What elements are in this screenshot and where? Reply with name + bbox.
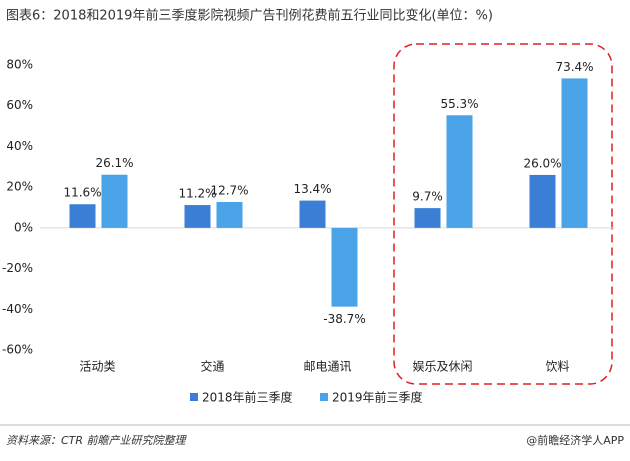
value-label: 11.6%	[63, 186, 101, 200]
value-label: 13.4%	[293, 182, 331, 196]
y-tick-label: 20%	[6, 180, 33, 194]
value-label: 9.7%	[412, 190, 443, 204]
y-tick-label: 80%	[6, 58, 33, 72]
legend-label: 2018年前三季度	[202, 390, 293, 405]
value-label: -38.7%	[323, 312, 365, 326]
x-tick-label: 饮料	[545, 360, 569, 374]
highlight-box	[393, 43, 613, 385]
y-tick-label: -20%	[2, 261, 33, 275]
x-tick-label: 活动类	[79, 360, 115, 374]
brand: @前瞻经济学人APP	[526, 433, 624, 447]
y-tick-label: 0%	[14, 220, 33, 234]
bar	[529, 174, 556, 228]
legend-swatch	[190, 393, 198, 401]
bar	[216, 202, 243, 228]
x-tick-label: 邮电通讯	[303, 360, 351, 374]
bar	[299, 200, 326, 228]
y-tick-label: -40%	[2, 302, 33, 316]
bar	[331, 227, 358, 307]
value-label: 11.2%	[178, 187, 216, 201]
bar	[414, 208, 441, 228]
value-label: 26.1%	[95, 156, 133, 170]
source: 资料来源：CTR 前瞻产业研究院整理	[6, 434, 188, 447]
x-tick-label: 娱乐及休闲	[412, 360, 472, 374]
value-label: 12.7%	[210, 184, 248, 198]
bar	[69, 204, 96, 228]
value-label: 26.0%	[523, 156, 561, 170]
bar	[184, 205, 211, 228]
value-label: 55.3%	[440, 97, 478, 111]
legend-label: 2019年前三季度	[332, 390, 423, 405]
y-tick-label: 60%	[6, 98, 33, 112]
y-tick-label: 40%	[6, 139, 33, 153]
chart-title: 图表6：2018和2019年前三季度影院视频广告刊例花费前五行业同比变化(单位：…	[6, 8, 493, 24]
legend-swatch	[320, 393, 328, 401]
y-tick-label: -60%	[2, 343, 33, 357]
bar	[101, 174, 128, 228]
x-tick-label: 交通	[200, 359, 224, 374]
bar	[561, 78, 588, 228]
value-label: 73.4%	[555, 60, 593, 74]
bar	[446, 115, 473, 228]
